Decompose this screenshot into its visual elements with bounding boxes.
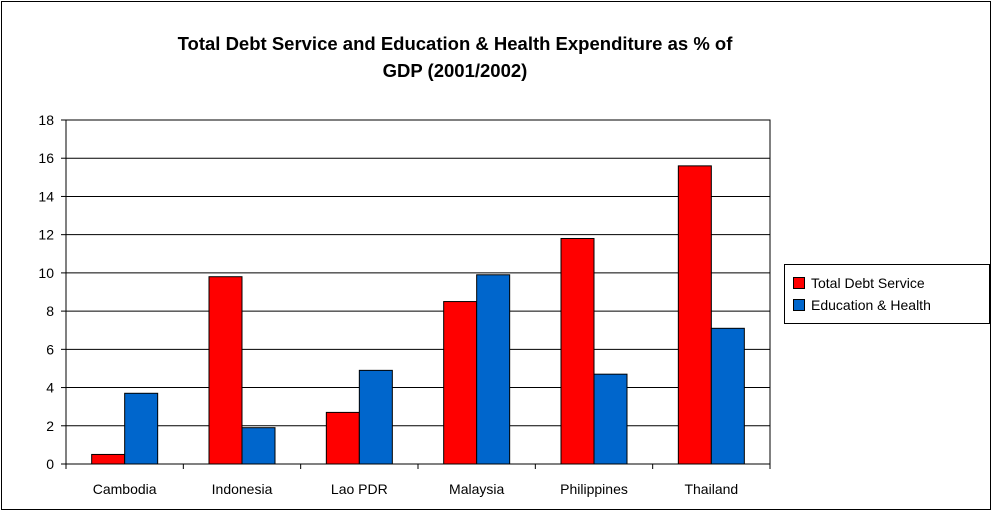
bar-education-health-malaysia xyxy=(476,274,511,465)
y-tick-label-6: 6 xyxy=(46,341,54,357)
chart-legend: Total Debt Service Education & Health xyxy=(784,264,990,324)
y-tick-label-8: 8 xyxy=(46,303,54,319)
y-tick-label-12: 12 xyxy=(38,227,54,243)
bar-education-health-indonesia xyxy=(241,427,276,465)
y-tick-label-10: 10 xyxy=(38,265,54,281)
bar-total-debt-service-philippines xyxy=(560,237,595,465)
x-tick-label-lao-pdr: Lao PDR xyxy=(331,481,388,497)
bar-total-debt-service-lao-pdr xyxy=(325,411,360,465)
legend-item-total-debt-service: Total Debt Service xyxy=(793,273,925,293)
chart-title: Total Debt Service and Education & Healt… xyxy=(60,30,850,84)
bar-education-health-thailand xyxy=(710,327,745,465)
y-tick-label-16: 16 xyxy=(38,150,54,166)
bar-total-debt-service-cambodia xyxy=(91,453,126,465)
x-tick-label-indonesia: Indonesia xyxy=(212,481,273,497)
legend-item-education-health: Education & Health xyxy=(793,295,931,315)
bar-education-health-philippines xyxy=(593,373,628,465)
bar-education-health-lao-pdr xyxy=(358,369,393,465)
legend-label-total-debt-service: Total Debt Service xyxy=(811,275,925,291)
bar-total-debt-service-indonesia xyxy=(208,276,243,465)
y-tick-label-18: 18 xyxy=(38,112,54,128)
bar-total-debt-service-thailand xyxy=(677,165,712,465)
bar-education-health-cambodia xyxy=(124,392,159,465)
x-tick-label-philippines: Philippines xyxy=(560,481,628,497)
x-tick-label-thailand: Thailand xyxy=(684,481,738,497)
plot-area-border xyxy=(65,119,771,465)
y-tick-label-0: 0 xyxy=(46,456,54,472)
legend-label-education-health: Education & Health xyxy=(811,297,931,313)
legend-swatch-education-health xyxy=(793,299,805,311)
bar-total-debt-service-malaysia xyxy=(443,301,478,465)
y-tick-label-4: 4 xyxy=(46,380,54,396)
y-tick-label-2: 2 xyxy=(46,418,54,434)
x-tick-label-cambodia: Cambodia xyxy=(93,481,157,497)
x-tick-label-malaysia: Malaysia xyxy=(449,481,504,497)
chart-title-line-2: GDP (2001/2002) xyxy=(382,60,528,81)
legend-swatch-total-debt-service xyxy=(793,277,805,289)
chart-title-line-1: Total Debt Service and Education & Healt… xyxy=(177,33,733,54)
y-tick-label-14: 14 xyxy=(38,188,54,204)
